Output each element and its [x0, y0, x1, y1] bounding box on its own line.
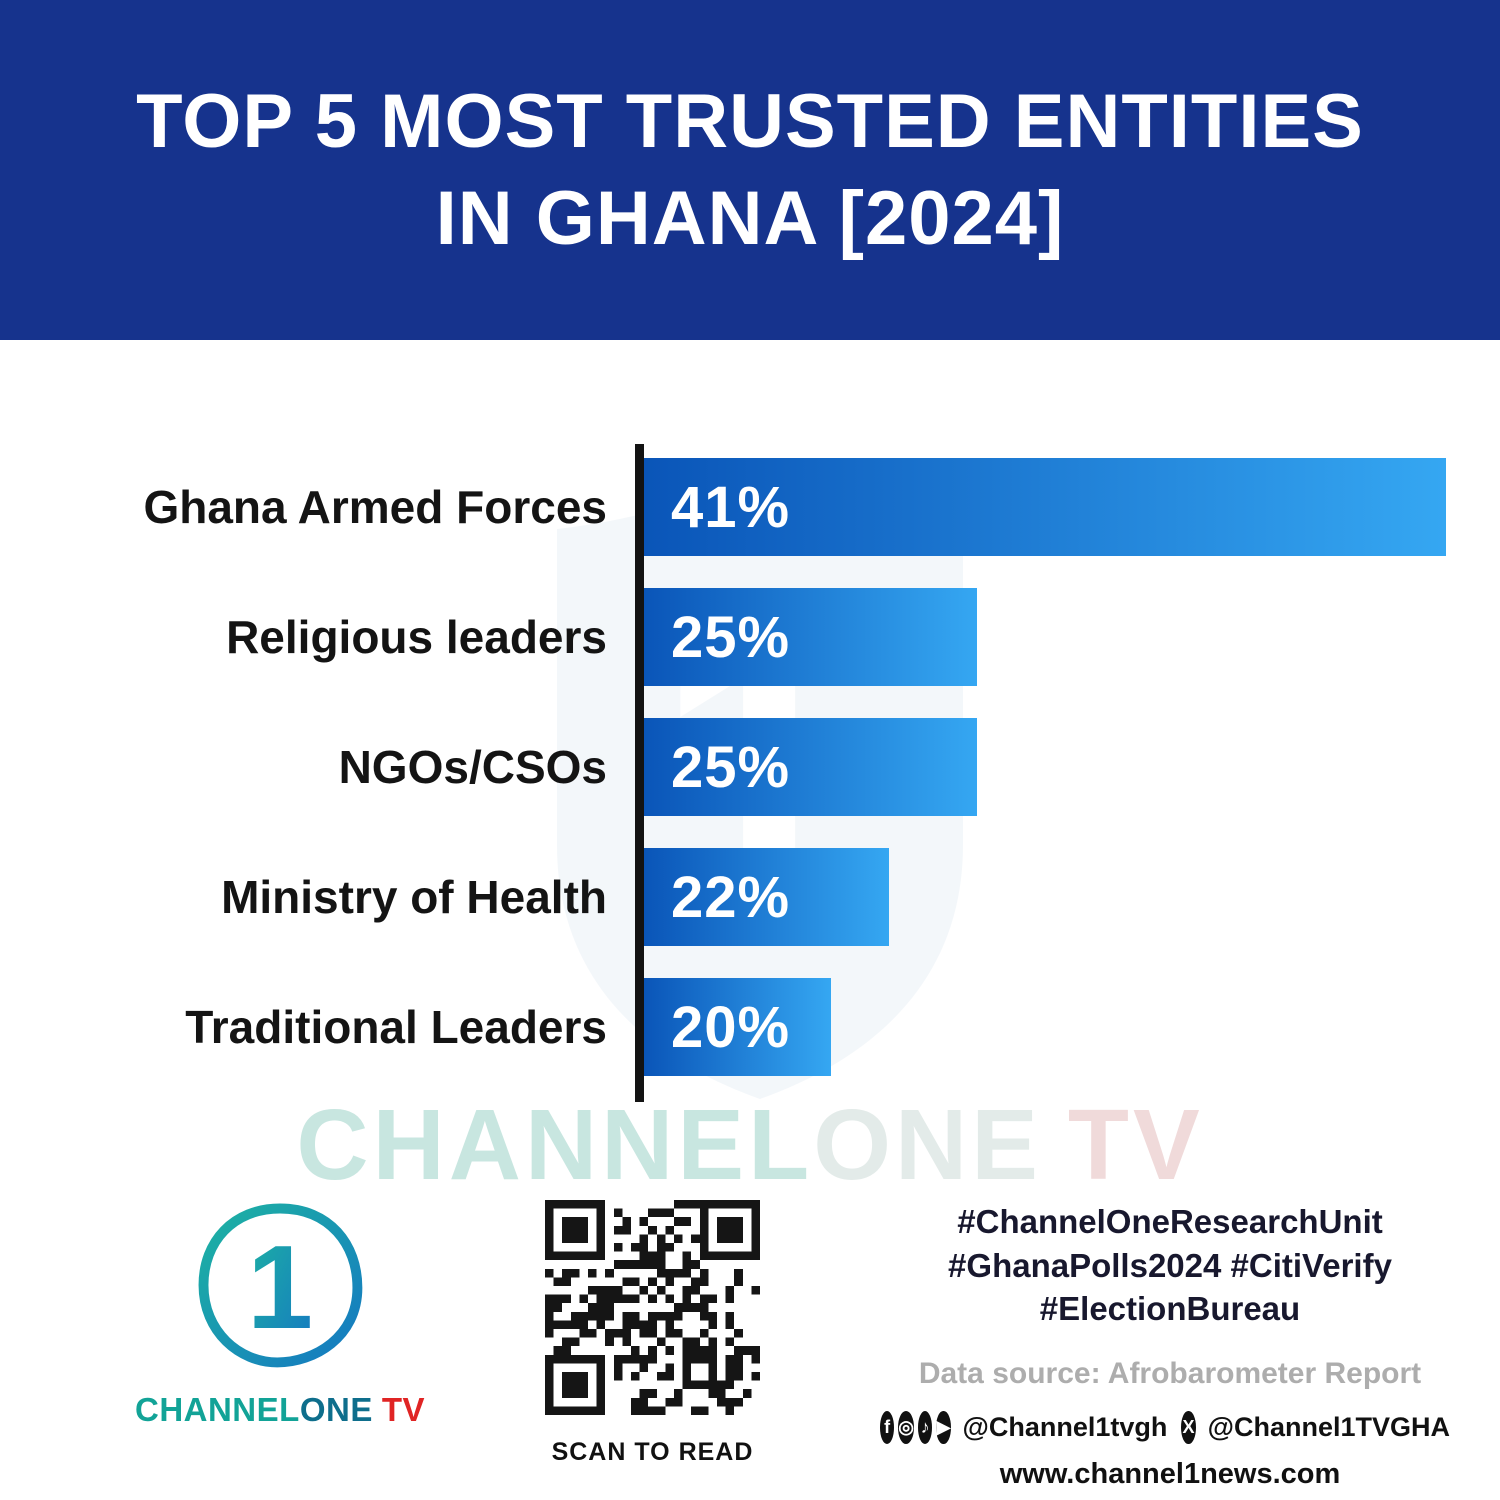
logo-wordmark: CHANNELONE TV [130, 1391, 430, 1429]
chart-row: Religious leaders 25% [40, 588, 1460, 686]
value-label: 25% [671, 604, 791, 670]
data-source-note: Data source: Afrobarometer Report [918, 1356, 1422, 1390]
bar: 25% [644, 588, 977, 686]
qr-caption: SCAN TO READ [551, 1438, 754, 1466]
watermark-one: ONE [813, 1089, 1042, 1201]
chart-row: Ghana Armed Forces 41% [40, 458, 1460, 556]
youtube-icon: ▶ [936, 1410, 951, 1444]
chart-row: Traditional Leaders 20% [40, 978, 1460, 1076]
hashtag-line: #ElectionBureau [1039, 1290, 1301, 1328]
chart-axis-line [635, 444, 644, 1102]
category-label: Ghana Armed Forces [143, 481, 607, 533]
chart-row: NGOs/CSOs 25% [40, 718, 1460, 816]
website-url: www.channel1news.com [999, 1457, 1341, 1490]
value-label: 41% [671, 474, 791, 540]
category-label: Religious leaders [226, 611, 607, 663]
qr-block: SCAN TO READ [540, 1200, 765, 1467]
value-label: 20% [671, 994, 791, 1060]
footer-info: #ChannelOneResearchUnit #GhanaPolls2024 … [880, 1200, 1460, 1491]
logo-word-one: ONE [299, 1391, 373, 1428]
category-label: Traditional Leaders [185, 1001, 607, 1053]
tiktok-icon: ♪ [917, 1410, 933, 1444]
category-label: Ministry of Health [221, 871, 607, 923]
chart-row: Ministry of Health 22% [40, 848, 1460, 946]
social-row: f ◎ ♪ ▶ @Channel1tvgh X @Channel1TVGHA [880, 1410, 1460, 1444]
bar: 20% [644, 978, 831, 1076]
hashtags: #ChannelOneResearchUnit #GhanaPolls2024 … [880, 1200, 1460, 1331]
bar: 41% [644, 458, 1446, 556]
hashtag-line: #ChannelOneResearchUnit [957, 1203, 1383, 1240]
header-banner: TOP 5 MOST TRUSTED ENTITIES IN GHANA [20… [0, 0, 1500, 340]
bar: 22% [644, 848, 889, 946]
bar: 25% [644, 718, 977, 816]
value-label: 25% [671, 734, 791, 800]
instagram-icon: ◎ [898, 1410, 914, 1444]
channel-one-logo: 1 CHANNELONE TV [130, 1192, 430, 1429]
facebook-icon: f [880, 1410, 895, 1444]
qr-code [545, 1200, 760, 1415]
social-handle-1: @Channel1tvgh [962, 1411, 1168, 1442]
logo-word-channel: CHANNEL [134, 1391, 300, 1428]
category-label: NGOs/CSOs [338, 741, 607, 793]
logo-one-glyph: 1 [247, 1221, 313, 1354]
logo-word-tv: TV [381, 1391, 425, 1428]
x-icon: X [1181, 1410, 1196, 1444]
watermark-tv: TV [1067, 1089, 1204, 1201]
bar-chart: Ghana Armed Forces 41% Religious leaders 25… [40, 444, 1460, 1102]
hashtag-line: #GhanaPolls2024 #CitiVerify [948, 1246, 1392, 1284]
page-title-line1: TOP 5 MOST TRUSTED ENTITIES [136, 78, 1364, 164]
chart-rows: Ghana Armed Forces 41% Religious leaders 25… [40, 458, 1460, 1076]
value-label: 22% [671, 864, 791, 930]
social-handle-2: @Channel1TVGHA [1207, 1411, 1450, 1442]
channel-one-text-watermark: CHANNELONE TV [0, 1088, 1500, 1203]
page-title-line2: IN GHANA [2024] [435, 176, 1065, 261]
channel-one-logo-icon: 1 [198, 1203, 363, 1368]
watermark-channel: CHANNEL [296, 1089, 814, 1201]
